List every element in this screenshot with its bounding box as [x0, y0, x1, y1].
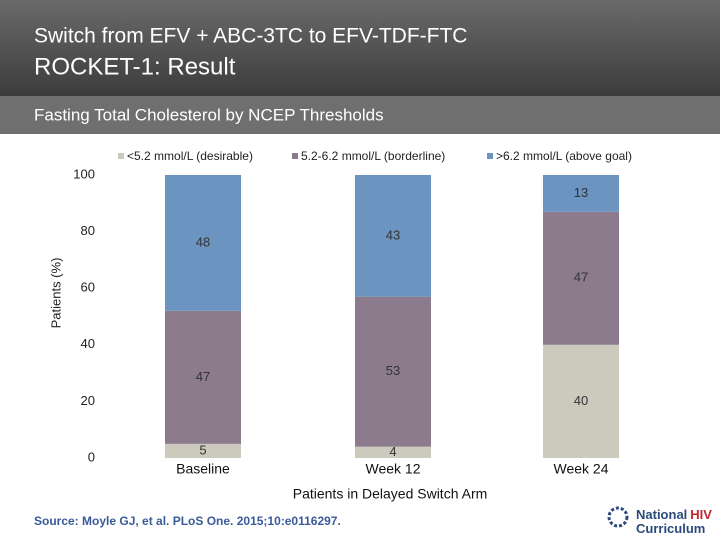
- x-axis-title: Patients in Delayed Switch Arm: [293, 486, 488, 502]
- data-label: 40: [574, 393, 588, 408]
- legend-label: <5.2 mmol/L (desirable): [127, 149, 253, 163]
- subtitle-band: [0, 96, 720, 134]
- data-label: 53: [386, 363, 400, 378]
- header-band: [0, 0, 720, 96]
- y-tick-label: 100: [73, 166, 95, 181]
- bar-segment: [165, 443, 241, 458]
- y-tick-label: 80: [81, 223, 95, 238]
- data-label: 13: [574, 185, 588, 200]
- slide-subtitle: ROCKET-1: Result: [34, 53, 236, 80]
- y-tick-label: 20: [81, 393, 95, 408]
- legend-label: >6.2 mmol/L (above goal): [496, 149, 632, 163]
- legend-swatch: [292, 153, 298, 159]
- bar-segment: [543, 344, 619, 458]
- x-tick-label: Baseline: [176, 461, 230, 477]
- logo-text: National: [636, 507, 687, 522]
- y-tick-label: 40: [81, 336, 95, 351]
- data-label: 4: [389, 444, 396, 459]
- y-tick-label: 60: [81, 280, 95, 295]
- data-label: 5: [199, 442, 206, 457]
- data-label: 43: [386, 227, 400, 242]
- source: Source: Moyle GJ, et al. PLoS One. 2015;…: [34, 514, 341, 528]
- logo-icon: [607, 506, 629, 528]
- y-tick-label: 0: [88, 449, 95, 464]
- logo-text: Curriculum: [636, 521, 705, 536]
- data-label: 48: [196, 234, 210, 249]
- slide-title: Switch from EFV + ABC-3TC to EFV-TDF-FTC: [34, 25, 467, 48]
- x-tick-label: Week 12: [366, 461, 421, 477]
- legend-swatch: [118, 153, 124, 159]
- chart-title: Fasting Total Cholesterol by NCEP Thresh…: [34, 105, 384, 124]
- bar-segment: [543, 175, 619, 212]
- legend-label: 5.2-6.2 mmol/L (borderline): [301, 149, 445, 163]
- legend-swatch: [487, 153, 493, 159]
- bar-segment: [355, 446, 431, 458]
- bar-segment: [165, 175, 241, 311]
- bar-segment: [543, 211, 619, 345]
- logo: National HIV Curriculum: [636, 507, 712, 536]
- x-tick-label: Week 24: [554, 461, 609, 477]
- bar-segment: [355, 175, 431, 297]
- data-label: 47: [196, 369, 210, 384]
- logo-text: HIV: [690, 507, 712, 522]
- bar-segment: [355, 296, 431, 447]
- data-label: 47: [574, 270, 588, 285]
- bar-segment: [165, 310, 241, 444]
- y-axis-title: Patients (%): [48, 258, 63, 329]
